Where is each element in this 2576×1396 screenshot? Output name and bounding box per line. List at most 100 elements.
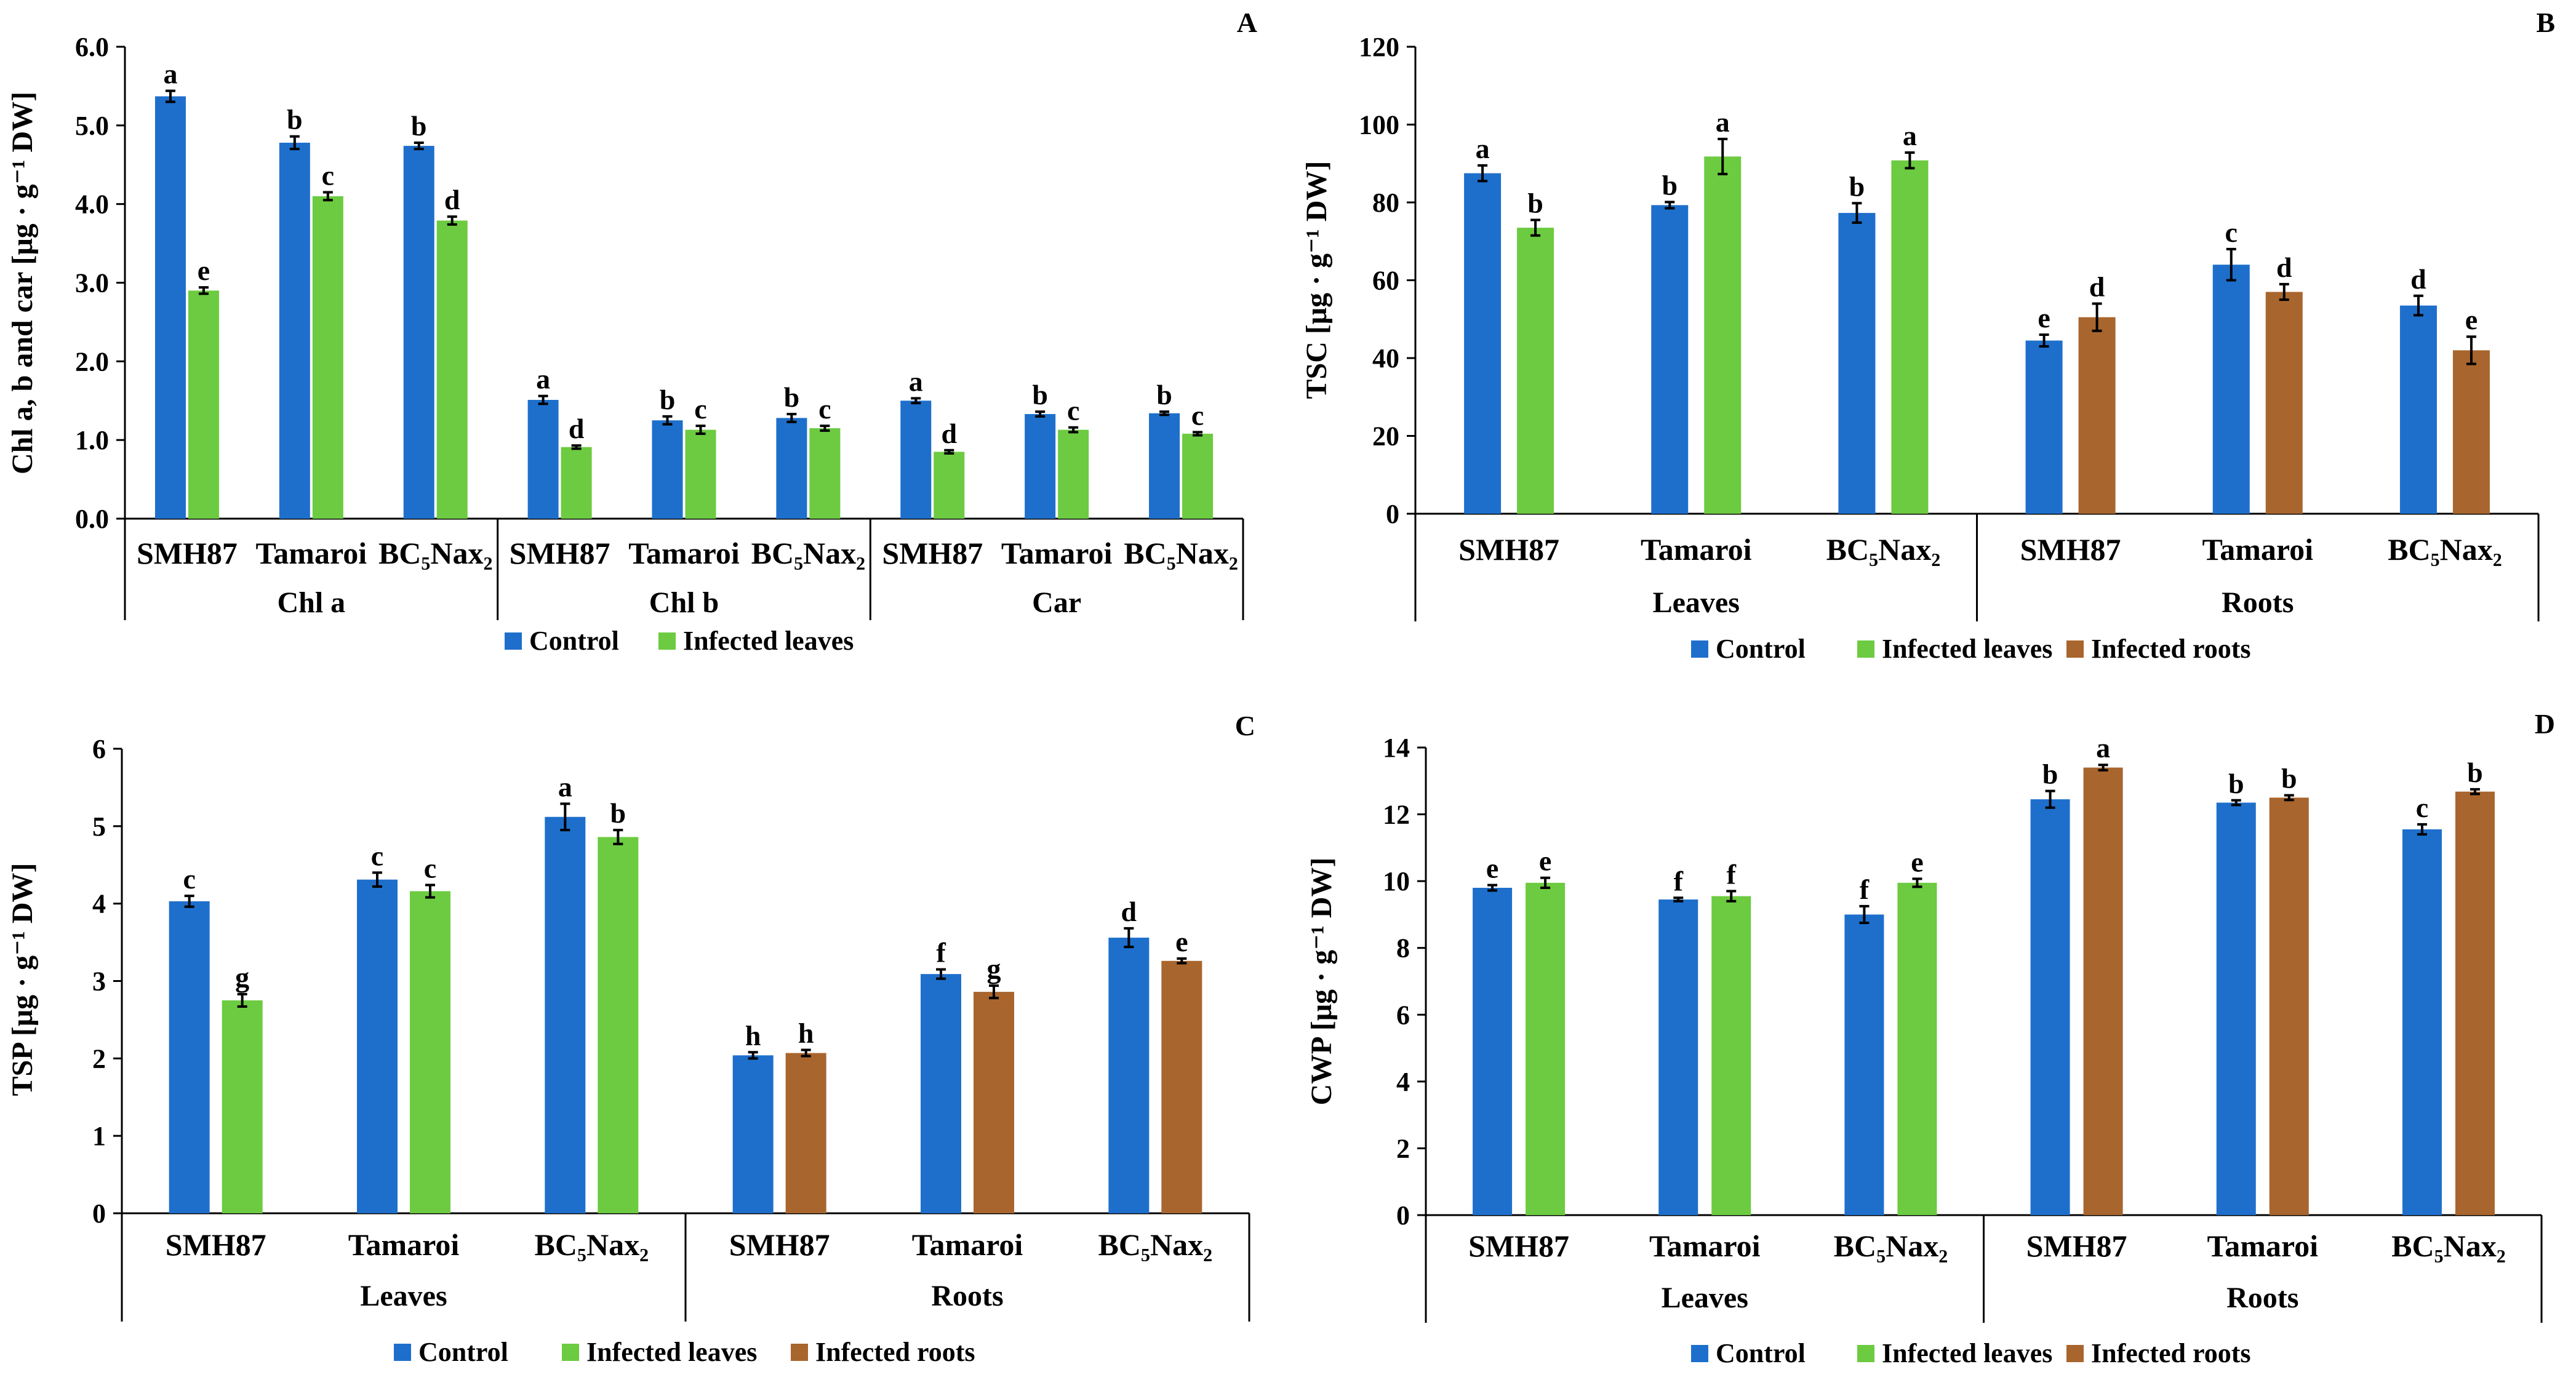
x-category-label: BC₅Nax₂ (2391, 1229, 2506, 1263)
y-axis-title: CWP [μg · g⁻¹ DW] (1305, 858, 1338, 1106)
bar-infected-roots (2083, 767, 2123, 1215)
panel-C: 0 1 2 3 4 5 6 TSP [μg · g⁻¹ DW] c g SMH87 c c Tamaroi… (6, 710, 1255, 1367)
bar-control (1464, 173, 1502, 514)
y-tick-label: 3.0 (75, 268, 109, 298)
bar-infected-leaves (410, 891, 450, 1213)
significance-letter: h (745, 1019, 761, 1051)
x-category-label: SMH87 (510, 536, 610, 570)
bar-infected-leaves (685, 429, 716, 519)
significance-letter: a (1476, 133, 1490, 164)
y-tick-label: 40 (1372, 343, 1399, 373)
bar-control (2216, 802, 2256, 1215)
significance-letter: h (798, 1017, 814, 1048)
legend-swatch-infected-roots (2066, 1345, 2084, 1362)
x-category-label: Tamaroi (628, 536, 740, 570)
significance-letter: g (987, 953, 1001, 984)
legend-label: Infected leaves (586, 1337, 757, 1367)
bar-infected-leaves (188, 290, 219, 519)
significance-letter: a (558, 771, 572, 802)
bar-infected-leaves (1704, 156, 1742, 514)
bar-infected-leaves (1058, 429, 1089, 519)
bar-control (2212, 265, 2250, 514)
significance-letter: c (818, 393, 831, 425)
panel-letter: D (2535, 708, 2555, 740)
significance-letter: e (198, 255, 210, 286)
significance-letter: b (2281, 763, 2297, 794)
bar-infected-roots (785, 1053, 826, 1213)
legend-swatch-control (1691, 640, 1708, 658)
legend-swatch-infected-leaves (1857, 1345, 1874, 1362)
bar-control (2030, 799, 2070, 1215)
bar-infected-leaves (312, 196, 343, 519)
significance-letter: a (1716, 106, 1730, 138)
legend-label: Infected leaves (683, 626, 854, 656)
significance-letter: b (1662, 169, 1678, 201)
y-axis-title: TSP [μg · g⁻¹ DW] (6, 863, 39, 1096)
y-tick-label: 60 (1372, 266, 1399, 296)
significance-letter: b (610, 797, 626, 829)
significance-letter: d (444, 184, 460, 215)
significance-letter: b (2042, 759, 2058, 790)
significance-letter: f (1727, 858, 1737, 890)
y-tick-label: 2 (92, 1043, 106, 1074)
panel-A: 0.0 1.0 2.0 3.0 4.0 5.0 6.0 Chl a, b and car [μ… (6, 7, 1257, 656)
bar-control (357, 879, 398, 1213)
significance-letter: a (1903, 120, 1917, 151)
x-category-label: BC₅Nax₂ (1826, 532, 1941, 567)
x-category-label: BC₅Nax₂ (1834, 1229, 1948, 1263)
legend-swatch-control (394, 1344, 411, 1361)
x-category-label: BC₅Nax₂ (2388, 532, 2502, 567)
x-category-label: SMH87 (1458, 532, 1559, 567)
legend-swatch-infected-roots (2066, 640, 2084, 658)
panel-letter: A (1237, 7, 1257, 38)
significance-letter: c (322, 159, 334, 191)
y-tick-label: 6 (92, 734, 106, 764)
y-tick-label: 8 (1396, 933, 1410, 963)
bar-infected-leaves (598, 837, 639, 1213)
significance-letter: b (411, 110, 427, 142)
y-tick-label: 6 (1396, 1000, 1410, 1030)
y-axis-title: Chl a, b and car [μg · g⁻¹ DW] (6, 92, 39, 474)
significance-letter: c (183, 863, 195, 895)
bar-control (279, 142, 310, 519)
x-category-label: Tamaroi (2202, 532, 2313, 567)
x-category-label: Tamaroi (348, 1227, 460, 1262)
significance-letter: e (1486, 853, 1498, 884)
bar-control (1838, 213, 1876, 514)
x-group-label: Roots (2226, 1282, 2298, 1314)
significance-letter: b (2467, 757, 2483, 788)
x-category-label: SMH87 (2020, 532, 2121, 567)
legend-label: Control (418, 1337, 508, 1367)
significance-letter: c (2416, 792, 2428, 823)
legend-swatch-control (1691, 1345, 1708, 1362)
x-category-label: BC₅Nax₂ (1124, 536, 1238, 570)
y-axis-title: TSC [μg · g⁻¹ DW] (1300, 161, 1333, 399)
y-tick-label: 100 (1359, 110, 1399, 140)
significance-letter: c (2225, 217, 2238, 248)
bar-control (2025, 340, 2063, 514)
legend: Control Infected leaves Infected roots (394, 1337, 975, 1367)
bar-infected-leaves (1897, 882, 1937, 1215)
x-category-label: SMH87 (1468, 1229, 1569, 1263)
bar-infected-leaves (1711, 896, 1751, 1215)
y-tick-label: 5 (92, 812, 106, 842)
x-category-label: BC₅Nax₂ (535, 1227, 649, 1262)
y-tick-label: 0.0 (75, 504, 109, 534)
significance-letter: c (371, 840, 383, 871)
bar-infected-roots (2269, 797, 2309, 1215)
significance-letter: b (1527, 187, 1543, 218)
significance-letter: c (424, 852, 436, 883)
x-category-label: BC₅Nax₂ (751, 536, 866, 570)
x-group-label: Leaves (1662, 1282, 1748, 1314)
significance-letter: a (163, 58, 177, 90)
bar-infected-leaves (436, 220, 468, 519)
significance-letter: e (1175, 926, 1188, 957)
legend: Control Infected leaves (505, 626, 854, 656)
legend-swatch-infected-leaves (1857, 640, 1874, 658)
x-group-label: Car (1032, 586, 1081, 619)
x-group-label: Roots (2222, 586, 2294, 619)
bar-infected-roots (1161, 960, 1202, 1213)
legend-label: Control (529, 626, 619, 656)
panel-letter: B (2536, 7, 2555, 38)
